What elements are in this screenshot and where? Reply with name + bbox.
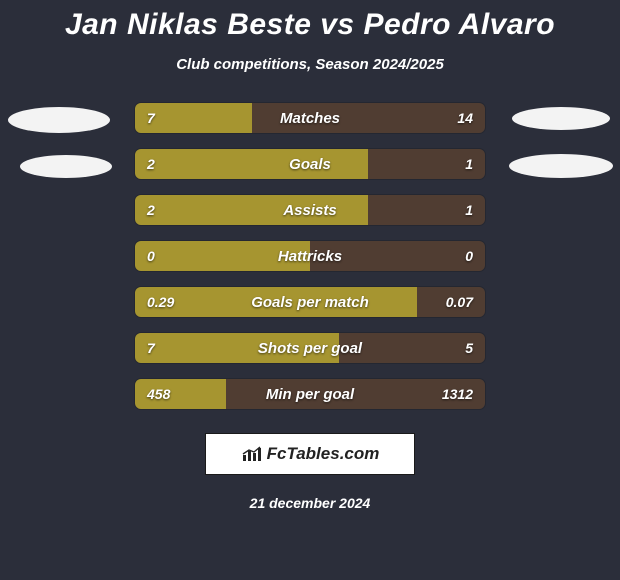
brand-label: FcTables.com [241, 444, 380, 464]
team-logo-placeholder [512, 107, 610, 130]
brand-chart-icon [241, 445, 263, 463]
stat-row: 714Matches [135, 103, 485, 133]
bar-segment-left [135, 149, 368, 179]
bars-container: 714Matches 21Goals 21Assists 00Hattricks 0.2… [135, 103, 485, 425]
bar-segment-right [310, 241, 485, 271]
stat-row: 4581312Min per goal [135, 379, 485, 409]
bar-segment-left [135, 333, 339, 363]
brand-box: FcTables.com [205, 433, 415, 475]
bar-segment-right [368, 149, 485, 179]
stat-row: 21Assists [135, 195, 485, 225]
team-logo-placeholder [509, 154, 613, 178]
team-logo-placeholder [20, 155, 112, 178]
date-label: 21 december 2024 [0, 495, 620, 511]
bar-segment-right [339, 333, 485, 363]
team-logo-placeholder [8, 107, 110, 133]
stat-row: 75Shots per goal [135, 333, 485, 363]
bar-segment-left [135, 241, 310, 271]
subtitle: Club competitions, Season 2024/2025 [0, 56, 620, 73]
bar-segment-left [135, 379, 226, 409]
bar-segment-left [135, 287, 417, 317]
page-title: Jan Niklas Beste vs Pedro Alvaro [0, 0, 620, 42]
bar-segment-left [135, 195, 368, 225]
stat-row: 0.290.07Goals per match [135, 287, 485, 317]
bar-segment-right [252, 103, 485, 133]
comparison-chart: 714Matches 21Goals 21Assists 00Hattricks 0.2… [0, 103, 620, 423]
stat-row: 00Hattricks [135, 241, 485, 271]
bar-segment-left [135, 103, 252, 133]
bar-segment-right [417, 287, 485, 317]
brand-text: FcTables.com [267, 444, 380, 464]
stat-row: 21Goals [135, 149, 485, 179]
bar-segment-right [368, 195, 485, 225]
left-logo-column [4, 103, 114, 178]
bar-segment-right [226, 379, 485, 409]
right-logo-column [506, 103, 616, 178]
